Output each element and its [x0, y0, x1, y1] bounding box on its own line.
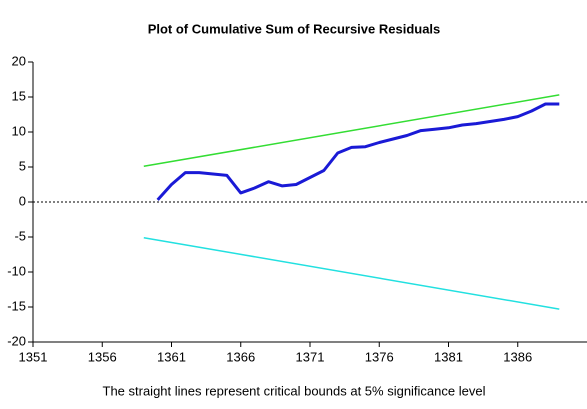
footnote: The straight lines represent critical bo… [103, 383, 486, 398]
y-tick-label: 0 [19, 193, 26, 208]
x-tick-label: 1361 [157, 349, 186, 364]
y-tick-label: -20 [7, 333, 26, 348]
x-tick-label: 1376 [365, 349, 394, 364]
x-tick-label: 1366 [226, 349, 255, 364]
y-tick-label: 15 [12, 88, 26, 103]
chart: Plot of Cumulative Sum of Recursive Resi… [0, 0, 587, 409]
x-tick-label: 1356 [88, 349, 117, 364]
page: Plot of Cumulative Sum of Recursive Resi… [0, 0, 587, 409]
x-tick-label: 1371 [296, 349, 325, 364]
x-tick-label: 1386 [503, 349, 532, 364]
x-tick-label: 1381 [434, 349, 463, 364]
y-tick-label: -15 [7, 298, 26, 313]
y-tick-label: -5 [14, 228, 26, 243]
y-tick-label: 20 [12, 53, 26, 68]
background [0, 0, 587, 409]
x-tick-label: 1351 [19, 349, 48, 364]
y-tick-label: 5 [19, 158, 26, 173]
chart-title: Plot of Cumulative Sum of Recursive Resi… [148, 21, 441, 36]
y-tick-label: 10 [12, 123, 26, 138]
y-tick-label: -10 [7, 263, 26, 278]
